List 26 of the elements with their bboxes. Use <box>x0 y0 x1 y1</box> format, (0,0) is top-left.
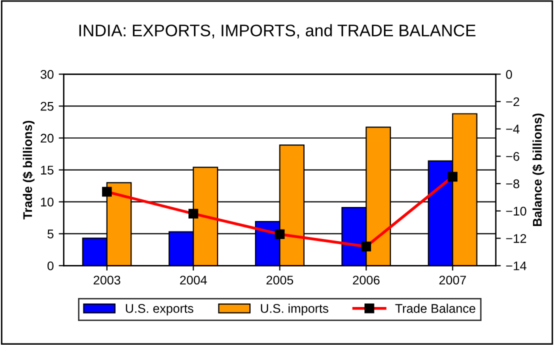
y-tick-label: 0 <box>48 261 54 270</box>
legend-label: Trade Balance <box>395 304 476 313</box>
legend-label: U.S. exports <box>126 304 194 316</box>
y2-tick-label: −8 <box>506 179 520 188</box>
chart-title: INDIA: EXPORTS, IMPORTS, and TRADE BALANCE <box>79 24 476 38</box>
y2-axis-title: Balance ($ billions) <box>532 114 544 226</box>
y-axis-title: Trade ($ billions) <box>22 120 35 220</box>
y2-tick-label: −12 <box>506 234 526 243</box>
y2-tick-label: −2 <box>506 97 520 106</box>
x-tick-label: 2003 <box>94 276 120 285</box>
legend-label: U.S. imports <box>260 304 328 316</box>
y-tick-label: 20 <box>40 134 54 143</box>
x-tick-label: 2004 <box>180 276 207 285</box>
y-tick-label: 25 <box>40 102 54 111</box>
y2-tick-label: −10 <box>506 206 526 216</box>
y-tick-label: 5 <box>48 230 54 238</box>
y2-tick-label: −6 <box>506 152 520 161</box>
y-tick-label: 15 <box>41 166 54 175</box>
y-tick-label: 10 <box>41 198 54 206</box>
x-tick-label: 2005 <box>266 276 294 285</box>
x-tick-label: 2006 <box>352 276 380 285</box>
y-tick-label: 30 <box>40 70 54 79</box>
y2-tick-label: −14 <box>506 262 526 270</box>
y2-tick-label: 0 <box>506 70 512 79</box>
y2-tick-label: −4 <box>506 124 520 134</box>
x-tick-label: 2007 <box>439 276 466 285</box>
